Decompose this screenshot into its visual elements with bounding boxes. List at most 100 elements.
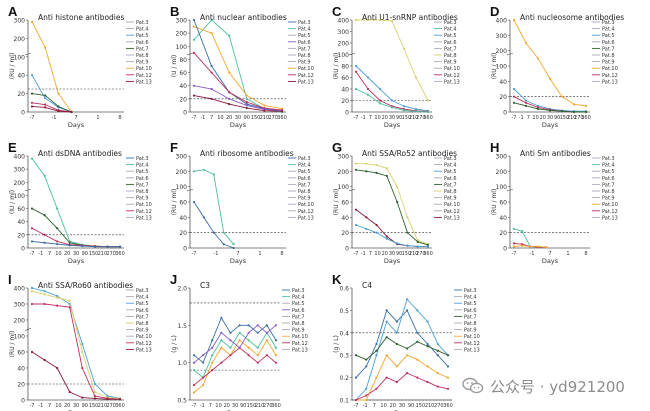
data-point xyxy=(365,162,368,165)
data-point xyxy=(56,240,59,243)
x-tick-label: 210 xyxy=(425,403,435,409)
data-point xyxy=(416,376,419,379)
panel-title: Anti ribosome antibodies xyxy=(200,149,294,158)
x-tick-label: 30 xyxy=(73,403,79,409)
series-line xyxy=(32,303,121,400)
data-point xyxy=(192,383,196,387)
series-line xyxy=(31,158,120,248)
y-tick-label: 2.0 xyxy=(177,286,187,293)
data-point xyxy=(395,380,398,384)
data-point xyxy=(416,340,419,343)
data-point xyxy=(354,398,358,402)
data-point xyxy=(30,286,34,290)
legend-label: Pat.4 xyxy=(136,163,149,169)
legend-label: Pat.7 xyxy=(298,46,311,52)
y-tick-label: 200 xyxy=(176,31,188,38)
data-point xyxy=(436,372,439,375)
data-point xyxy=(245,104,248,107)
series-line xyxy=(193,324,277,364)
legend-label: Pat.4 xyxy=(602,163,615,169)
data-point xyxy=(210,32,213,35)
data-point xyxy=(512,242,516,245)
legend-label: Pat.12 xyxy=(298,209,314,215)
data-point xyxy=(274,354,278,357)
legend-label: Pat.5 xyxy=(602,169,615,175)
data-point xyxy=(57,105,60,108)
y-tick-label: 100 xyxy=(496,184,508,191)
data-point xyxy=(426,320,429,323)
data-point xyxy=(56,227,59,230)
y-tick-label: 20 xyxy=(179,230,187,237)
y-tick-label: 0 xyxy=(183,246,187,253)
y-axis-label: (RU / ml) xyxy=(9,331,16,358)
data-point xyxy=(426,345,429,348)
legend-label: Pat.5 xyxy=(136,169,149,175)
data-point xyxy=(245,106,248,110)
legend-label: Pat.8 xyxy=(298,53,311,59)
data-point xyxy=(256,331,259,334)
data-point xyxy=(192,200,196,204)
data-point xyxy=(560,110,564,113)
data-point xyxy=(390,99,394,102)
legend-label: Pat.6 xyxy=(136,176,149,182)
y-tick-label: 200 xyxy=(176,169,188,176)
data-point xyxy=(375,354,378,357)
series-line xyxy=(31,290,121,399)
data-point xyxy=(81,396,84,399)
data-point xyxy=(44,46,47,49)
data-point xyxy=(529,245,532,248)
x-tick-label: -7 xyxy=(30,115,35,121)
data-point xyxy=(192,38,196,41)
data-point xyxy=(406,354,409,357)
data-point xyxy=(56,294,59,298)
data-point xyxy=(536,104,540,107)
panel-h xyxy=(506,155,600,249)
data-point xyxy=(385,320,388,323)
x-tick-label: -1 xyxy=(519,115,524,121)
series-line xyxy=(356,19,429,101)
x-tick-label: -7 xyxy=(512,115,517,121)
data-point xyxy=(229,331,232,334)
data-point xyxy=(365,398,368,402)
legend-label: Pat.10 xyxy=(298,66,314,72)
legend-label: Pat.4 xyxy=(298,27,311,33)
data-point xyxy=(572,103,576,106)
y-axis-label: (RU / ml) xyxy=(491,53,498,80)
panel-title: C4 xyxy=(362,281,372,290)
data-point xyxy=(30,350,34,354)
panel-letter: D xyxy=(490,4,499,19)
legend-label: Pat.9 xyxy=(602,60,615,66)
legend-label: Pat.10 xyxy=(292,334,308,340)
y-tick-label: 200 xyxy=(496,48,508,55)
data-point xyxy=(56,366,59,370)
legend-label: Pat.8 xyxy=(602,53,615,59)
data-point xyxy=(274,324,278,327)
data-point xyxy=(192,25,196,28)
legend-label: Pat.6 xyxy=(444,40,457,46)
data-point xyxy=(406,347,409,350)
data-point xyxy=(406,298,409,301)
data-point xyxy=(426,380,429,384)
series-line xyxy=(513,228,547,248)
data-point xyxy=(238,331,241,334)
data-point xyxy=(396,200,399,204)
legend-label: Pat.12 xyxy=(136,209,152,215)
x-tick-label: 10 xyxy=(532,115,538,121)
panel-title: Anti histone antibodies xyxy=(38,13,125,22)
y-axis-label: (RU / ml) xyxy=(333,189,340,216)
data-point xyxy=(446,365,450,368)
data-point xyxy=(375,171,378,174)
panel-title: Anti SSA/Ro60 antibodies xyxy=(38,281,133,290)
x-tick-label: 30 xyxy=(235,115,241,121)
x-tick-label: -7 xyxy=(354,115,359,121)
legend-label: Pat.3 xyxy=(292,288,305,294)
series-line xyxy=(355,372,449,401)
x-tick-label: 210 xyxy=(98,403,108,409)
x-tick-label: 30 xyxy=(73,251,79,257)
x-tick-label: 210 xyxy=(409,115,419,121)
x-tick-label: 7 xyxy=(74,115,77,121)
data-point xyxy=(375,376,378,379)
x-tick-label: 360 xyxy=(581,115,591,121)
data-point xyxy=(192,354,196,357)
data-point xyxy=(512,101,516,104)
